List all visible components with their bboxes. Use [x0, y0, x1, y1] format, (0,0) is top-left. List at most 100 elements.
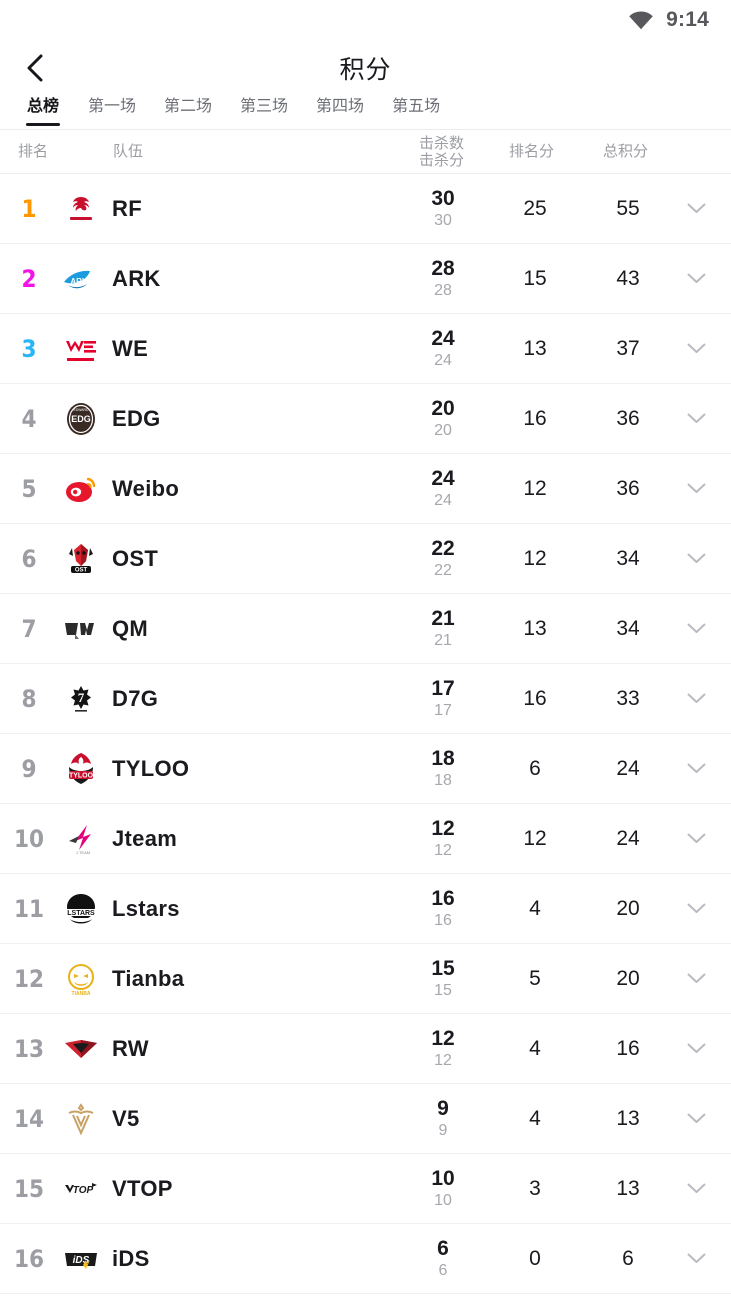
- row-rank: 3: [21, 334, 37, 363]
- status-bar: 9:14: [0, 0, 731, 40]
- table-row[interactable]: 5 Weibo 24 24 12 36: [0, 454, 731, 524]
- row-rank-points: 13: [523, 616, 547, 640]
- row-rank: 12: [13, 964, 45, 993]
- row-team-name: D7G: [112, 685, 159, 711]
- row-kill-points: 24: [434, 492, 452, 509]
- tab-match-2[interactable]: 第二场: [150, 96, 226, 129]
- row-kills-cell: 21 21: [399, 607, 487, 650]
- table-row[interactable]: 12 TIANBA Tianba 15 15 5 20: [0, 944, 731, 1014]
- row-kills-count: 9: [437, 1097, 449, 1120]
- tab-match-3[interactable]: 第三场: [226, 96, 302, 129]
- row-expand-button[interactable]: [680, 963, 712, 995]
- back-button[interactable]: [8, 40, 62, 96]
- row-total-points: 20: [616, 966, 640, 990]
- row-expand-button[interactable]: [680, 893, 712, 925]
- row-kill-points: 28: [434, 282, 452, 299]
- table-row[interactable]: 2 ARK ARK 28 28 15 43: [0, 244, 731, 314]
- tab-total[interactable]: 总榜: [12, 96, 74, 129]
- table-row[interactable]: 16 iDS iDS 6 6 0 6: [0, 1224, 731, 1294]
- row-kills-count: 6: [437, 1237, 449, 1260]
- qm-logo: [65, 622, 94, 639]
- row-rank-points: 13: [523, 336, 547, 360]
- row-kills-count: 15: [431, 957, 455, 980]
- table-row[interactable]: 1 RF 30 30 25 55: [0, 174, 731, 244]
- row-total-points: 36: [616, 476, 640, 500]
- row-kill-points: 21: [434, 632, 452, 649]
- row-kills-cell: 12 12: [399, 817, 487, 860]
- row-total-points: 43: [616, 266, 640, 290]
- wifi-icon: [628, 10, 654, 30]
- table-row[interactable]: 13 RW 12 12 4 16: [0, 1014, 731, 1084]
- ark-logo: ARK: [64, 270, 90, 288]
- row-rank: 6: [21, 544, 37, 573]
- tab-active-indicator: [26, 123, 60, 126]
- row-expand-button[interactable]: [680, 613, 712, 645]
- row-expand-button[interactable]: [680, 683, 712, 715]
- row-expand-button[interactable]: [680, 1243, 712, 1275]
- row-kills-cell: 17 17: [399, 677, 487, 720]
- tab-match-4[interactable]: 第四场: [302, 96, 378, 129]
- row-expand-button[interactable]: [680, 263, 712, 295]
- svg-text:TOP: TOP: [73, 1185, 94, 1196]
- team-logo: TYLOO: [60, 748, 102, 790]
- team-logo: [60, 328, 102, 370]
- column-header-team: 队伍: [113, 143, 144, 160]
- chevron-down-icon: [687, 973, 705, 983]
- table-row[interactable]: 3 WE 24 24 13 37: [0, 314, 731, 384]
- table-row[interactable]: 15 TOP VTOP 10 10 3 13: [0, 1154, 731, 1224]
- table-row[interactable]: 6 OST OST 22 22 12 34: [0, 524, 731, 594]
- chevron-down-icon: [687, 693, 705, 703]
- column-header-rank-points: 排名分: [509, 143, 555, 160]
- svg-text:EDG: EDG: [71, 414, 91, 424]
- team-logo: OST: [60, 538, 102, 580]
- table-row[interactable]: 9 TYLOO TYLOO 18 18 6 24: [0, 734, 731, 804]
- row-expand-button[interactable]: [680, 543, 712, 575]
- row-kill-points: 16: [434, 912, 452, 929]
- row-kill-points: 18: [434, 772, 452, 789]
- row-kill-points: 24: [434, 352, 452, 369]
- row-rank: 8: [21, 684, 37, 713]
- row-expand-button[interactable]: [680, 1103, 712, 1135]
- row-rank: 4: [21, 404, 37, 433]
- row-expand-button[interactable]: [680, 333, 712, 365]
- row-total-points: 33: [616, 686, 640, 710]
- row-expand-button[interactable]: [680, 473, 712, 505]
- row-kills-count: 16: [431, 887, 455, 910]
- row-expand-button[interactable]: [680, 1033, 712, 1065]
- row-rank-points: 12: [523, 546, 547, 570]
- row-expand-button[interactable]: [680, 193, 712, 225]
- tab-match-5[interactable]: 第五场: [378, 96, 454, 129]
- team-logo: [60, 1098, 102, 1140]
- row-rank: 14: [13, 1104, 45, 1133]
- row-team-name: Tianba: [112, 965, 185, 991]
- table-row[interactable]: 7 QM 21 21 13 34: [0, 594, 731, 664]
- nav-bar: 积分: [0, 40, 731, 96]
- table-row[interactable]: 10 J TEAM Jteam 12 12 12 24: [0, 804, 731, 874]
- chevron-down-icon: [687, 1113, 705, 1123]
- row-expand-button[interactable]: [680, 1173, 712, 1205]
- row-kill-points: 9: [438, 1122, 448, 1139]
- table-row[interactable]: 11 LSTARS Lstars 16 16 4 20: [0, 874, 731, 944]
- row-kill-points: 30: [434, 212, 452, 229]
- row-expand-button[interactable]: [680, 753, 712, 785]
- tab-bar-divider: [0, 129, 731, 130]
- standings-list-scroll[interactable]: 1 RF 30 30 25 55 2 ARK ARK 28 28 15 43 3 WE 24 24 13 37 4 ED…: [0, 174, 731, 1299]
- row-kills-count: 28: [431, 257, 455, 280]
- row-expand-button[interactable]: [680, 403, 712, 435]
- tab-match-1[interactable]: 第一场: [74, 96, 150, 129]
- table-row[interactable]: 8 7 D7G 17 17 16 33: [0, 664, 731, 734]
- tab-label: 第三场: [240, 98, 289, 115]
- row-kill-points: 17: [434, 702, 452, 719]
- row-total-points: 34: [616, 546, 640, 570]
- row-total-points: 24: [616, 826, 640, 850]
- row-kills-count: 22: [431, 537, 455, 560]
- table-row[interactable]: 4 EDG EDWARD EDG 20 20 16 36: [0, 384, 731, 454]
- row-team-name: iDS: [112, 1245, 150, 1271]
- svg-text:LSTARS: LSTARS: [67, 909, 95, 916]
- row-rank-points: 3: [529, 1176, 541, 1200]
- row-kills-count: 12: [431, 1027, 455, 1050]
- row-expand-button[interactable]: [680, 823, 712, 855]
- tab-label: 第一场: [88, 98, 137, 115]
- table-row[interactable]: 14 V5 9 9 4 13: [0, 1084, 731, 1154]
